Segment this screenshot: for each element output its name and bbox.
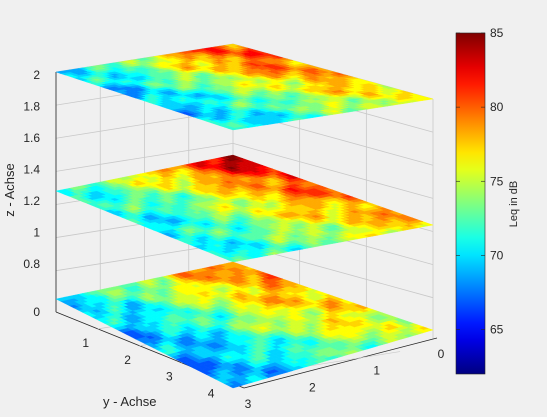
y-tick-label: 4 — [208, 387, 215, 401]
slice-planes — [55, 43, 434, 389]
z-tick-label: 1 — [33, 226, 40, 240]
colorbar-tick-label: 80 — [490, 100, 504, 114]
z-axis-label: z - Achse — [2, 163, 17, 216]
z-gridline — [232, 142, 434, 199]
colorbar-tick-label: 70 — [490, 248, 504, 262]
z-tick-label: 1.8 — [23, 100, 40, 114]
colorbar-tick-label: 65 — [490, 323, 504, 337]
y-tick-label: 1 — [82, 336, 89, 350]
x-tick-label: 0 — [438, 347, 445, 361]
z-tick-label: 0 — [33, 305, 40, 319]
colorbar-tick-label: 75 — [490, 174, 504, 188]
z-tick-label: 1.6 — [23, 131, 40, 145]
slice-z-2 — [55, 43, 434, 131]
y-tick-label: 2 — [124, 353, 131, 367]
x-tick-label: 1 — [373, 364, 380, 378]
x-tick-label: 3 — [245, 397, 252, 411]
x-tick-label: 2 — [309, 380, 316, 394]
x-axis-line — [243, 337, 438, 389]
colorbar: 85 80 75 70 65 Leq in dB — [455, 26, 520, 375]
colorbar-gradient — [455, 32, 486, 375]
z-tick-label: 1.2 — [23, 194, 40, 208]
colorbar-label: Leq in dB — [508, 181, 520, 227]
z-tick-label: 2 — [33, 68, 40, 82]
z-tick-label: 1.4 — [23, 163, 40, 177]
y-axis-label: y - Achse — [103, 394, 156, 409]
colorbar-tick-label: 85 — [490, 26, 504, 40]
y-tick-label: 3 — [166, 370, 173, 384]
slice-cell — [55, 71, 65, 74]
z-tick-label: 0.8 — [23, 257, 40, 271]
slice-z-1_3 — [55, 154, 434, 263]
